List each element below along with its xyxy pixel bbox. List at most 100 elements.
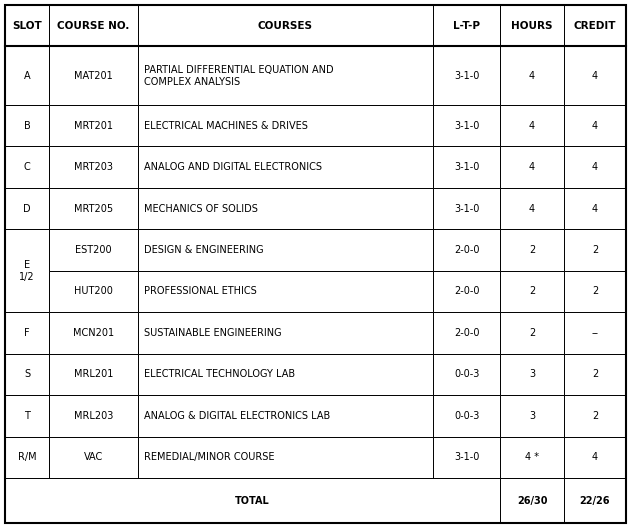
Bar: [138, 105, 433, 146]
Bar: [138, 437, 433, 478]
Bar: [500, 188, 564, 229]
Text: MRT203: MRT203: [74, 162, 113, 172]
Text: 22/26: 22/26: [580, 496, 610, 506]
Bar: [433, 105, 500, 146]
Text: S: S: [24, 370, 30, 380]
Text: REMEDIAL/MINOR COURSE: REMEDIAL/MINOR COURSE: [144, 452, 274, 463]
Bar: [138, 312, 433, 354]
Text: C: C: [24, 162, 30, 172]
Bar: [5, 395, 49, 437]
Bar: [500, 229, 564, 271]
Bar: [5, 478, 500, 523]
Text: 4: 4: [529, 162, 535, 172]
Bar: [564, 271, 626, 312]
Bar: [5, 146, 49, 188]
Text: 4: 4: [529, 203, 535, 213]
Bar: [433, 46, 500, 105]
Text: HOURS: HOURS: [511, 21, 553, 31]
Bar: [433, 354, 500, 395]
Bar: [49, 229, 138, 271]
Bar: [49, 354, 138, 395]
Text: DESIGN & ENGINEERING: DESIGN & ENGINEERING: [144, 245, 264, 255]
Bar: [500, 105, 564, 146]
Bar: [49, 271, 138, 312]
Bar: [433, 5, 500, 46]
Text: EST200: EST200: [75, 245, 112, 255]
Text: 4: 4: [592, 162, 598, 172]
Bar: [49, 105, 138, 146]
Text: MRL201: MRL201: [74, 370, 113, 380]
Text: 26/30: 26/30: [517, 496, 547, 506]
Text: 2: 2: [529, 287, 535, 296]
Text: 4: 4: [529, 120, 535, 130]
Text: 2: 2: [529, 245, 535, 255]
Text: VAC: VAC: [84, 452, 103, 463]
Bar: [49, 146, 138, 188]
Bar: [433, 229, 500, 271]
Bar: [500, 312, 564, 354]
Bar: [5, 229, 49, 312]
Bar: [5, 105, 49, 146]
Text: MRT201: MRT201: [74, 120, 113, 130]
Bar: [433, 188, 500, 229]
Bar: [138, 229, 433, 271]
Text: TOTAL: TOTAL: [235, 496, 270, 506]
Text: F: F: [25, 328, 30, 338]
Bar: [138, 271, 433, 312]
Text: PROFESSIONAL ETHICS: PROFESSIONAL ETHICS: [144, 287, 257, 296]
Text: 3-1-0: 3-1-0: [454, 162, 480, 172]
Text: 4: 4: [592, 71, 598, 81]
Bar: [433, 271, 500, 312]
Bar: [564, 478, 626, 523]
Bar: [433, 146, 500, 188]
Bar: [138, 46, 433, 105]
Text: ANALOG AND DIGITAL ELECTRONICS: ANALOG AND DIGITAL ELECTRONICS: [144, 162, 322, 172]
Bar: [564, 229, 626, 271]
Text: 2-0-0: 2-0-0: [454, 287, 480, 296]
Bar: [433, 312, 500, 354]
Bar: [500, 46, 564, 105]
Bar: [138, 5, 433, 46]
Text: 4: 4: [592, 203, 598, 213]
Text: MRL203: MRL203: [74, 411, 113, 421]
Bar: [564, 437, 626, 478]
Bar: [5, 312, 49, 354]
Bar: [5, 354, 49, 395]
Text: 2: 2: [592, 245, 598, 255]
Bar: [49, 437, 138, 478]
Text: --: --: [591, 328, 598, 338]
Bar: [500, 478, 564, 523]
Bar: [138, 395, 433, 437]
Text: 2-0-0: 2-0-0: [454, 245, 480, 255]
Bar: [433, 437, 500, 478]
Bar: [564, 46, 626, 105]
Bar: [564, 354, 626, 395]
Text: PARTIAL DIFFERENTIAL EQUATION AND
COMPLEX ANALYSIS: PARTIAL DIFFERENTIAL EQUATION AND COMPLE…: [144, 64, 334, 87]
Bar: [5, 5, 49, 46]
Text: 4: 4: [592, 452, 598, 463]
Text: 2: 2: [529, 328, 535, 338]
Text: T: T: [24, 411, 30, 421]
Bar: [49, 5, 138, 46]
Bar: [564, 5, 626, 46]
Text: L-T-P: L-T-P: [453, 21, 480, 31]
Text: E
1/2: E 1/2: [20, 260, 35, 282]
Text: R/M: R/M: [18, 452, 37, 463]
Text: 3-1-0: 3-1-0: [454, 452, 480, 463]
Text: 4: 4: [529, 71, 535, 81]
Text: ANALOG & DIGITAL ELECTRONICS LAB: ANALOG & DIGITAL ELECTRONICS LAB: [144, 411, 330, 421]
Text: ELECTRICAL MACHINES & DRIVES: ELECTRICAL MACHINES & DRIVES: [144, 120, 308, 130]
Text: 2: 2: [592, 411, 598, 421]
Text: 3: 3: [529, 411, 535, 421]
Bar: [564, 395, 626, 437]
Text: ELECTRICAL TECHNOLOGY LAB: ELECTRICAL TECHNOLOGY LAB: [144, 370, 295, 380]
Bar: [500, 271, 564, 312]
Text: 3-1-0: 3-1-0: [454, 71, 480, 81]
Text: COURSES: COURSES: [258, 21, 313, 31]
Text: 3-1-0: 3-1-0: [454, 120, 480, 130]
Text: COURSE NO.: COURSE NO.: [57, 21, 130, 31]
Bar: [138, 146, 433, 188]
Text: CREDIT: CREDIT: [574, 21, 616, 31]
Text: HUT200: HUT200: [74, 287, 113, 296]
Text: 4 *: 4 *: [525, 452, 539, 463]
